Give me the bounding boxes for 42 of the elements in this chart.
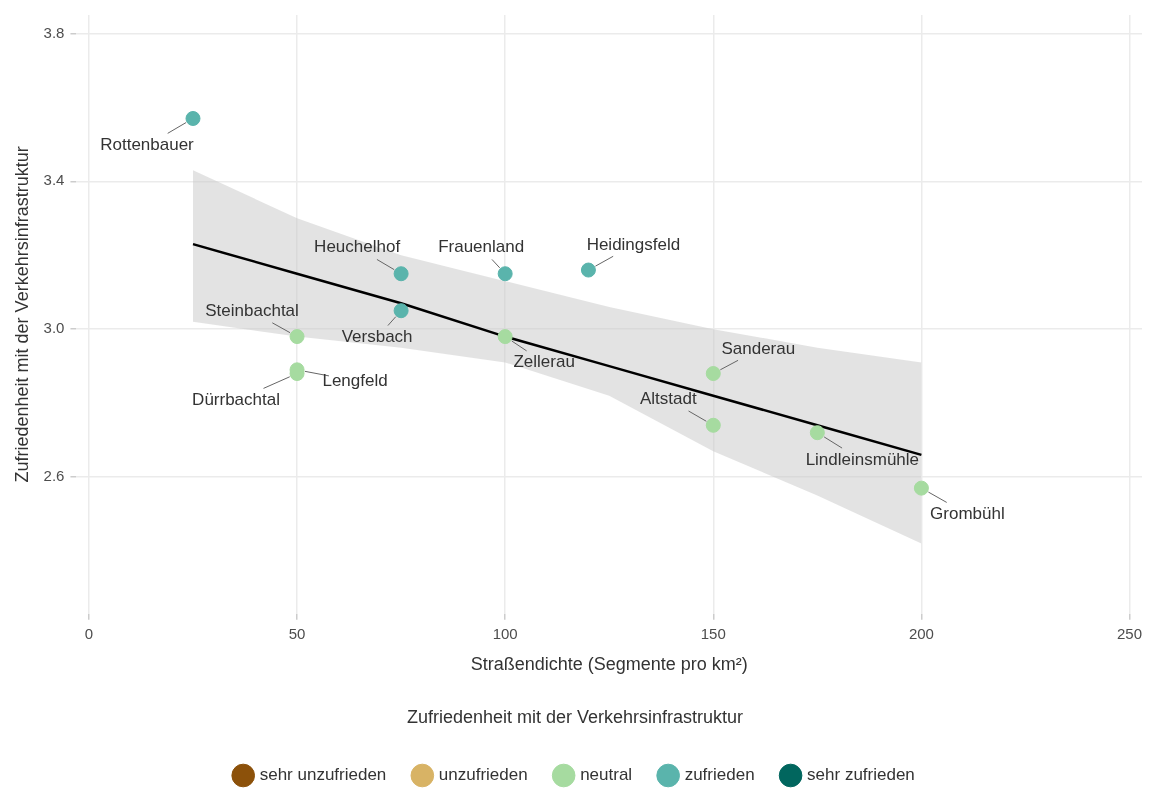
annotation: Rottenbauer [100,135,195,155]
point [185,111,201,126]
x-tick-label: 200 [908,624,934,642]
x-tick-label: 250 [1117,624,1143,642]
x-tick-label: 50 [288,624,306,642]
annotation: Lindleinsmühle [805,450,920,470]
annotation: Sanderau [721,339,796,359]
y-tick-label: 3.8 [43,23,65,41]
point [913,480,929,496]
annotation: Heidingsfeld [586,234,681,254]
point [289,329,305,345]
y-tick-label: 2.6 [43,467,65,485]
y-tick-label: 3.0 [43,319,65,337]
legend-label: sehr zufrieden [807,765,915,785]
x-tick-label: 0 [84,624,94,642]
x-tick-label: 150 [700,624,726,642]
point [809,425,825,441]
legend-label: neutral [580,765,633,785]
y-axis-title: Zufriedenheit mit der Verkehrsinfrastruktur [11,146,32,483]
annotation: Dürrbachtal [192,390,280,410]
point [393,303,409,319]
annotation: Steinbachtal [205,301,299,321]
point [393,266,409,282]
annotation: Lengfeld [322,370,388,390]
legend-label: zufrieden [684,765,755,785]
annotation: Zellerau [513,352,575,372]
point [580,262,596,278]
annotation: Versbach [341,327,413,347]
annotation: Heuchelhof [314,237,401,257]
annotation: Grombühl [930,503,1005,523]
legend-label: unzufrieden [438,765,528,785]
x-axis-title: Straßendichte (Segmente pro km²) [470,653,748,674]
point [705,366,721,382]
point [705,417,721,433]
y-tick-label: 3.4 [43,171,65,189]
point [497,266,513,282]
legend-title: Zufriedenheit mit der Verkehrsinfrastruktur [406,707,744,728]
point [497,329,513,345]
legend-label: sehr unzufrieden [259,765,387,785]
annotation: Frauenland [438,237,525,257]
annotation: Altstadt [639,388,697,408]
x-tick-label: 100 [492,624,518,642]
